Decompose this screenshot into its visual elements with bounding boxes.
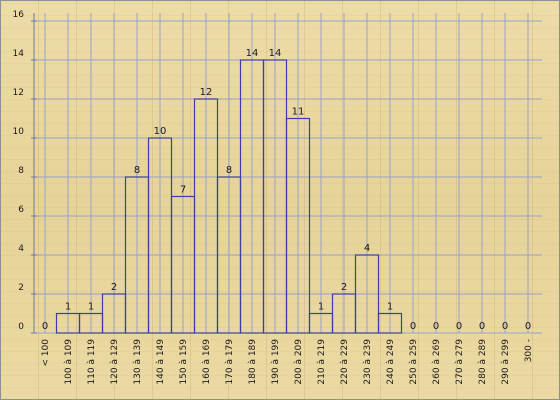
x-tick-label-16: 250 à 259 (409, 339, 419, 385)
bar-14 (354, 254, 380, 334)
x-tick-label-2: 110 à 119 (87, 339, 97, 385)
x-tick-label-5: 140 à 149 (156, 339, 166, 385)
data-label-11: 11 (292, 107, 305, 118)
x-tick-label-14: 230 à 239 (363, 339, 373, 385)
data-label-8: 8 (226, 165, 232, 176)
data-label-17: 0 (433, 321, 439, 332)
data-label-0: 0 (42, 321, 48, 332)
y-tick-label-14: 14 (13, 49, 25, 59)
data-label-2: 1 (88, 302, 94, 313)
y-axis-ticks: 0 2 4 6 8 10 12 14 16 (13, 10, 25, 332)
x-tick-label-1: 100 à 109 (64, 339, 74, 385)
data-label-16: 0 (410, 321, 416, 332)
x-tick-label-6: 150 à 159 (179, 339, 189, 385)
x-axis-ticks: < 100 100 à 109 110 à 119 120 à 129 130 à 13… (41, 339, 534, 385)
x-tick-label-20: 290 à 299 (501, 339, 511, 385)
data-label-12: 1 (318, 302, 324, 313)
data-label-10: 14 (269, 48, 282, 59)
x-tick-label-7: 160 à 169 (202, 339, 212, 385)
data-label-21: 0 (525, 321, 531, 332)
x-tick-label-0: < 100 (41, 339, 51, 367)
x-tick-label-3: 120 à 129 (110, 339, 120, 385)
x-tick-label-12: 210 à 219 (317, 339, 327, 385)
bars (55, 59, 403, 334)
data-label-18: 0 (456, 321, 462, 332)
y-tick-label-0: 0 (18, 322, 24, 332)
y-tick-label-10: 10 (13, 127, 25, 137)
data-label-3: 2 (111, 282, 117, 293)
y-tick-label-4: 4 (18, 244, 24, 254)
x-tick-label-19: 280 à 289 (478, 339, 488, 385)
data-label-15: 1 (387, 302, 393, 313)
data-label-20: 0 (502, 321, 508, 332)
x-tick-label-8: 170 à 179 (225, 339, 235, 385)
data-label-19: 0 (479, 321, 485, 332)
data-label-7: 12 (200, 87, 213, 98)
bar-11 (285, 117, 311, 334)
data-label-1: 1 (65, 302, 71, 313)
x-tick-label-17: 260 à 269 (432, 339, 442, 385)
data-label-9: 14 (246, 48, 259, 59)
data-label-4: 8 (134, 165, 140, 176)
x-tick-label-10: 190 à 199 (271, 339, 281, 385)
x-tick-label-11: 200 à 209 (294, 339, 304, 385)
x-tick-label-21: 300 - (524, 339, 534, 362)
x-tick-label-18: 270 à 279 (455, 339, 465, 385)
data-label-5: 10 (154, 126, 167, 137)
y-tick-label-6: 6 (18, 205, 24, 215)
y-tick-label-8: 8 (18, 166, 24, 176)
data-label-6: 7 (180, 185, 186, 196)
x-tick-label-13: 220 à 229 (340, 339, 350, 385)
data-label-13: 2 (341, 282, 347, 293)
data-label-14: 4 (364, 243, 370, 254)
x-tick-label-4: 130 à 139 (133, 339, 143, 385)
x-tick-label-15: 240 à 249 (386, 339, 396, 385)
x-tick-label-9: 180 à 189 (248, 339, 258, 385)
y-tick-label-12: 12 (13, 88, 24, 98)
y-tick-label-16: 16 (13, 10, 25, 20)
bar-15 (377, 312, 403, 334)
grid-lines (31, 13, 542, 334)
y-tick-label-2: 2 (18, 283, 24, 293)
